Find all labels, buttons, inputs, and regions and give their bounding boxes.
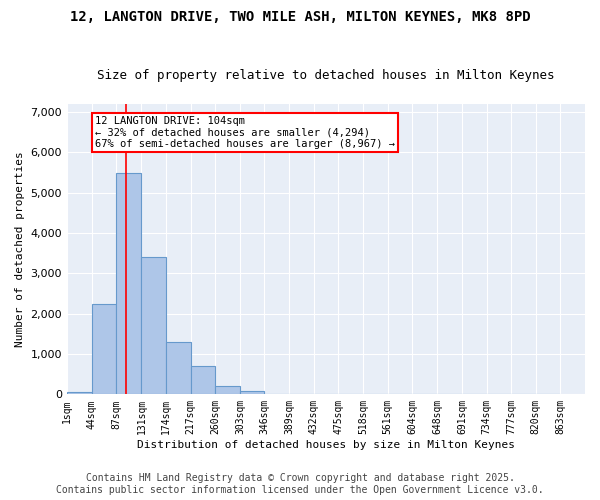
Bar — [92, 304, 116, 394]
Bar — [240, 391, 265, 394]
Bar — [166, 342, 191, 394]
Bar — [142, 257, 166, 394]
Bar — [67, 392, 92, 394]
Bar — [191, 366, 215, 394]
Title: Size of property relative to detached houses in Milton Keynes: Size of property relative to detached ho… — [97, 69, 555, 82]
Bar — [116, 172, 142, 394]
Text: 12 LANGTON DRIVE: 104sqm
← 32% of detached houses are smaller (4,294)
67% of sem: 12 LANGTON DRIVE: 104sqm ← 32% of detach… — [95, 116, 395, 150]
Text: 12, LANGTON DRIVE, TWO MILE ASH, MILTON KEYNES, MK8 8PD: 12, LANGTON DRIVE, TWO MILE ASH, MILTON … — [70, 10, 530, 24]
Bar — [215, 386, 240, 394]
Y-axis label: Number of detached properties: Number of detached properties — [15, 152, 25, 347]
Text: Contains HM Land Registry data © Crown copyright and database right 2025.
Contai: Contains HM Land Registry data © Crown c… — [56, 474, 544, 495]
X-axis label: Distribution of detached houses by size in Milton Keynes: Distribution of detached houses by size … — [137, 440, 515, 450]
